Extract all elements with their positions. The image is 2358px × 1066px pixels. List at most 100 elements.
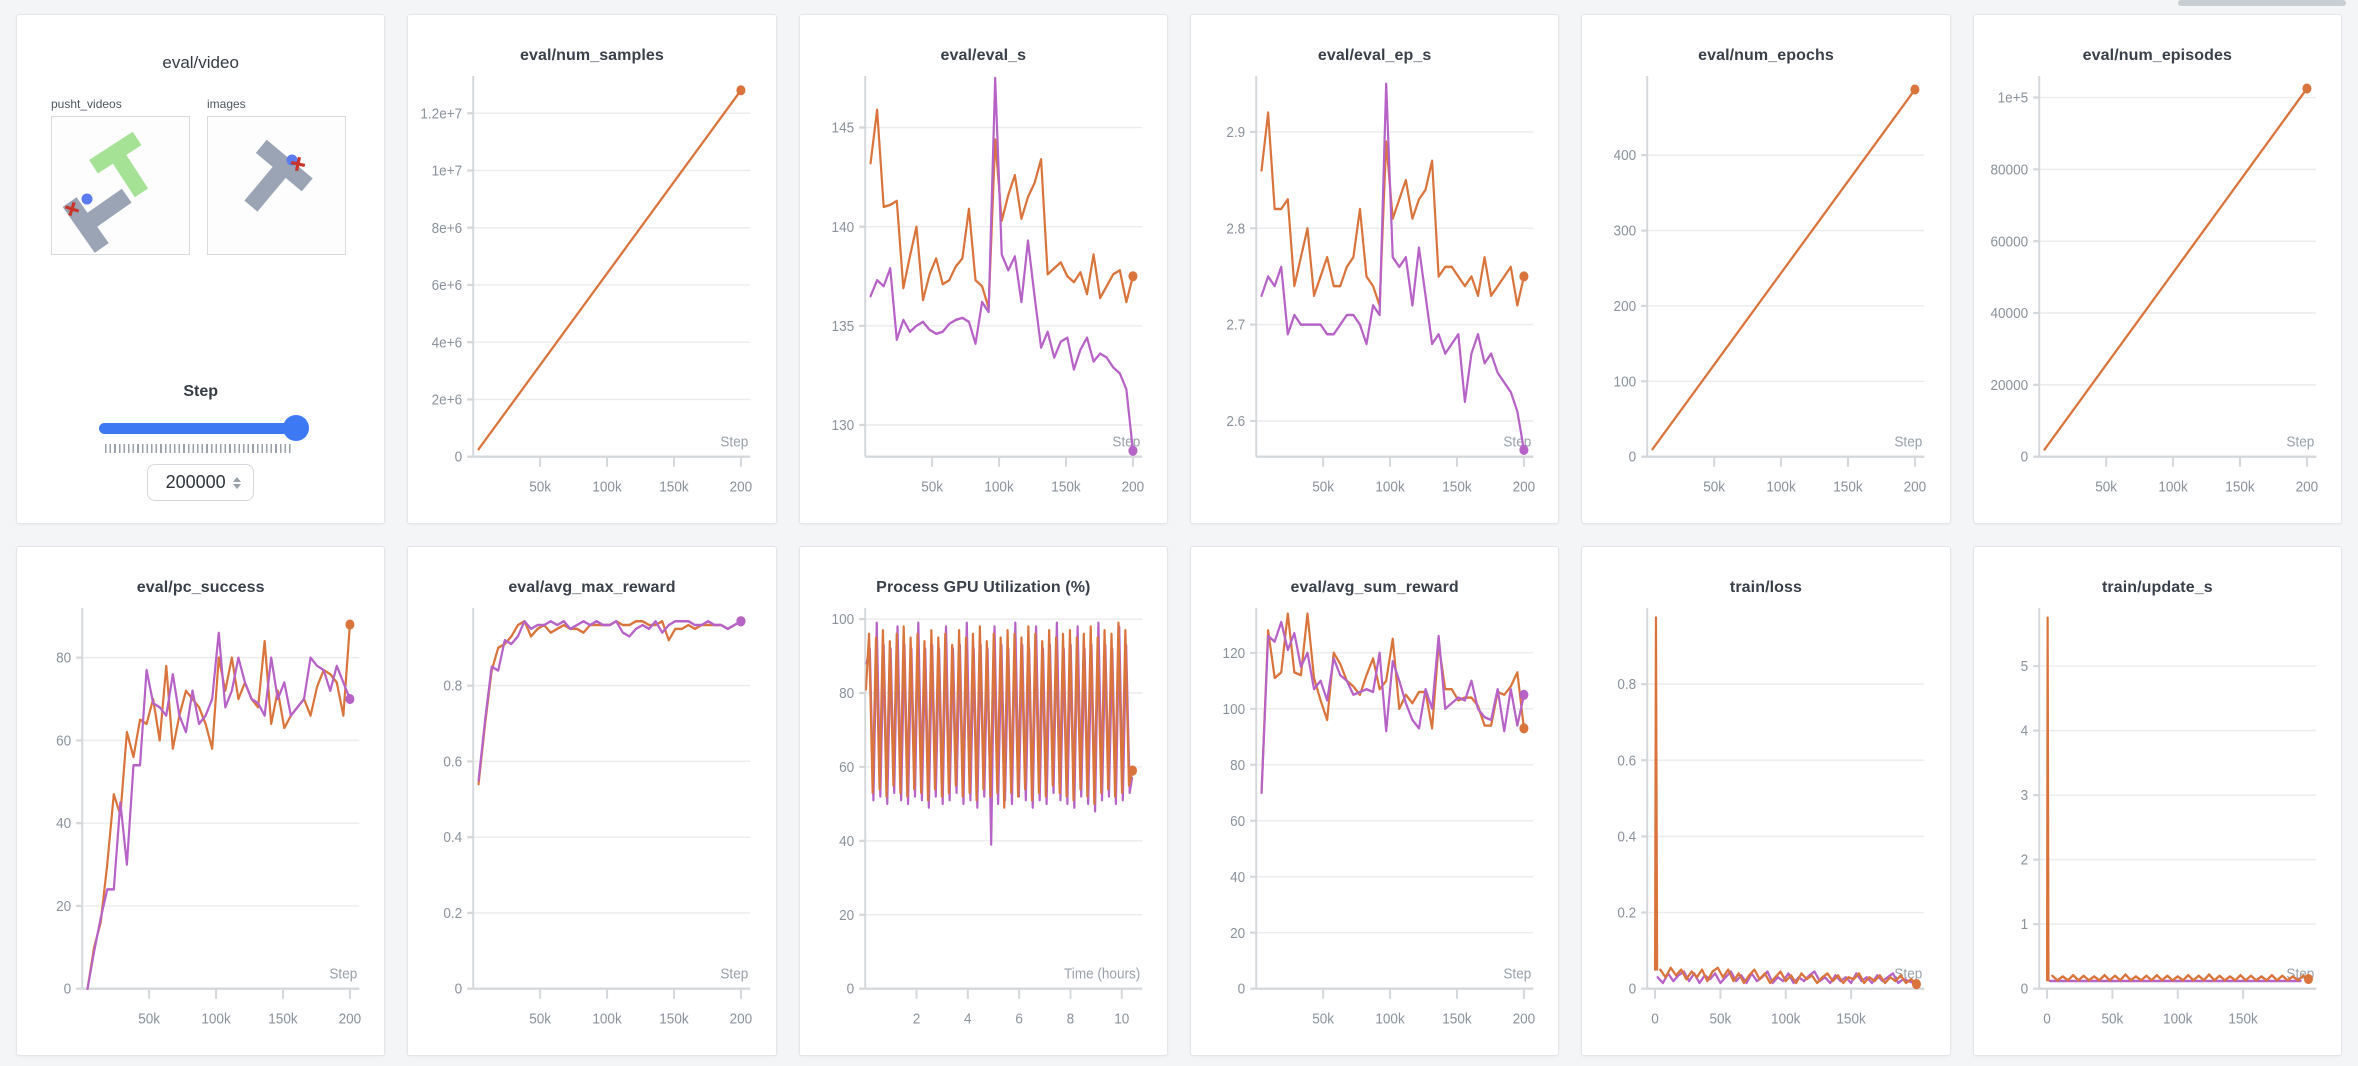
media-label: pusht_videos [51, 97, 122, 111]
svg-text:50k: 50k [2095, 479, 2118, 496]
svg-text:40: 40 [839, 833, 854, 850]
horizontal-scrollbar-thumb[interactable] [2178, 0, 2346, 6]
svg-text:80: 80 [1230, 757, 1245, 774]
chart-canvas[interactable]: 0 20000 40000 60000 80000 1e+5 50k 100k 150k 200 S… [1987, 67, 2328, 513]
svg-text:0: 0 [1629, 981, 1637, 998]
pusht-video-thumbnail[interactable] [51, 116, 190, 255]
svg-text:20: 20 [839, 907, 854, 924]
svg-text:5: 5 [2020, 658, 2028, 675]
svg-text:60: 60 [839, 759, 854, 776]
agent-dot-icon [81, 193, 93, 205]
svg-text:400: 400 [1614, 148, 1637, 165]
svg-text:100k: 100k [2158, 479, 2188, 496]
stepper-up-icon[interactable] [233, 476, 242, 482]
svg-text:0: 0 [455, 449, 463, 466]
svg-text:100k: 100k [984, 479, 1014, 496]
svg-text:Step: Step [721, 966, 749, 983]
svg-text:2e+6: 2e+6 [432, 392, 463, 409]
step-slider-label: Step [183, 383, 218, 400]
svg-text:Step: Step [1895, 966, 1923, 983]
svg-text:40: 40 [1230, 869, 1245, 886]
chart-canvas[interactable]: 0 0.2 0.4 0.6 0.8 0 50k 100k 150k Step [1595, 599, 1936, 1045]
chart-title: train/update_s [2101, 579, 2213, 596]
svg-text:0: 0 [2020, 981, 2028, 998]
svg-text:2.6: 2.6 [1226, 413, 1245, 430]
video-panel: eval/video pusht_videos [16, 14, 386, 524]
svg-text:200: 200 [1614, 298, 1637, 315]
svg-text:0: 0 [64, 981, 72, 998]
svg-text:20: 20 [1230, 925, 1245, 942]
svg-text:1.2e+7: 1.2e+7 [421, 106, 462, 123]
svg-text:100k: 100k [593, 479, 623, 496]
chart-panel: Process GPU Utilization (%) 0 20 40 60 80 100… [798, 546, 1168, 1056]
svg-text:50k: 50k [1312, 479, 1335, 496]
chart-title: train/loss [1729, 579, 1803, 596]
svg-text:50k: 50k [1312, 1011, 1335, 1028]
chart-title: eval/pc_success [136, 579, 265, 596]
video-panel-title: eval/video [162, 53, 239, 72]
svg-text:0.6: 0.6 [444, 754, 463, 771]
svg-text:2.9: 2.9 [1226, 124, 1245, 141]
chart-title: Process GPU Utilization (%) [876, 579, 1091, 596]
svg-text:200: 200 [1513, 479, 1536, 496]
svg-text:50k: 50k [1704, 479, 1727, 496]
svg-text:140: 140 [831, 219, 854, 236]
media-item-pusht-videos[interactable]: pusht_videos [51, 97, 190, 255]
svg-text:80: 80 [56, 650, 71, 667]
svg-text:0: 0 [2043, 1011, 2051, 1028]
chart-panel: eval/num_samples 0 2e+6 4e+6 6e+6 8e+6 1e+7 1.… [407, 14, 777, 524]
chart-canvas[interactable]: 0 100 200 300 400 50k 100k 150k 200 Step [1595, 67, 1936, 513]
step-input[interactable]: 200000 [147, 464, 255, 501]
step-control: Step 200000 [17, 383, 384, 501]
svg-text:200: 200 [1904, 479, 1927, 496]
pusht-scene-icon [62, 131, 149, 253]
svg-text:20000: 20000 [1990, 377, 2028, 394]
chart-canvas[interactable]: 0 20 40 60 80 50k 100k 150k 200 Step [30, 599, 371, 1045]
stepper-down-icon[interactable] [233, 483, 242, 489]
step-slider-track[interactable] [98, 423, 303, 434]
svg-text:Step: Step [1895, 434, 1923, 451]
svg-text:0: 0 [1652, 1011, 1660, 1028]
media-label: images [207, 97, 246, 111]
chart-canvas[interactable]: 0 2e+6 4e+6 6e+6 8e+6 1e+7 1.2e+7 50k 100k 150k 20… [421, 67, 762, 513]
svg-text:50k: 50k [138, 1011, 161, 1028]
step-slider-handle[interactable] [282, 415, 309, 441]
svg-text:100: 100 [1614, 374, 1637, 391]
chart-title: eval/eval_s [940, 47, 1027, 64]
svg-text:0: 0 [846, 981, 854, 998]
svg-text:0.8: 0.8 [1618, 677, 1637, 694]
svg-text:6: 6 [1015, 1011, 1023, 1028]
chart-canvas[interactable]: 0 20 40 60 80 100 120 50k 100k 150k 200 Step [1204, 599, 1545, 1045]
svg-text:100k: 100k [1375, 479, 1405, 496]
svg-text:200: 200 [1121, 479, 1144, 496]
chart-canvas[interactable]: 0 0.2 0.4 0.6 0.8 50k 100k 150k 200 Step [421, 599, 762, 1045]
svg-text:50k: 50k [2101, 1011, 2124, 1028]
svg-text:150k: 150k [1442, 479, 1472, 496]
svg-text:0: 0 [2020, 449, 2028, 466]
step-input-value: 200000 [165, 472, 226, 492]
step-slider[interactable] [98, 415, 309, 441]
svg-text:150k: 150k [660, 479, 690, 496]
svg-text:40: 40 [56, 816, 71, 833]
media-item-images[interactable]: images [207, 97, 346, 255]
svg-text:4: 4 [964, 1011, 972, 1028]
svg-text:4: 4 [2020, 723, 2028, 740]
goal-cross-icon [290, 156, 306, 172]
svg-text:0.4: 0.4 [1618, 829, 1637, 846]
svg-text:50k: 50k [921, 479, 944, 496]
svg-text:Time (hours): Time (hours) [1064, 966, 1140, 983]
svg-text:0.8: 0.8 [444, 678, 463, 695]
svg-text:150k: 150k [2225, 479, 2255, 496]
chart-panel: eval/eval_s 130 135 140 145 50k 100k 150k 200 St… [798, 14, 1168, 524]
svg-text:50k: 50k [1710, 1011, 1733, 1028]
images-thumbnail[interactable] [207, 116, 346, 255]
chart-title: eval/num_samples [520, 47, 664, 64]
chart-panel: eval/avg_sum_reward 0 20 40 60 80 100 120 50k 10… [1190, 546, 1560, 1056]
chart-canvas[interactable]: 0 20 40 60 80 100 2 4 6 8 10 Time (hours) [813, 599, 1154, 1045]
svg-text:135: 135 [831, 318, 854, 335]
